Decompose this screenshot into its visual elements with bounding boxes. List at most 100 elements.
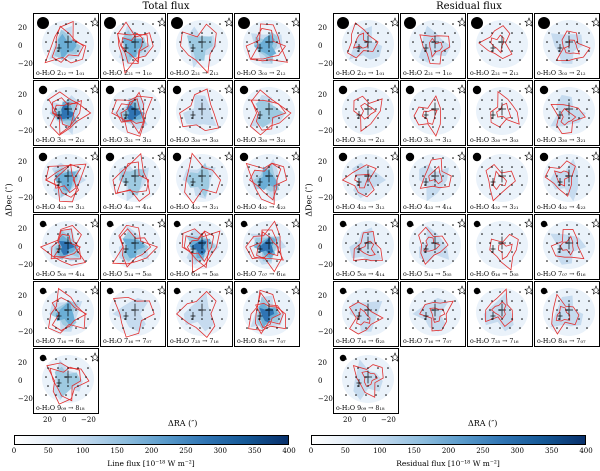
x-tick-label: 20 <box>343 416 352 424</box>
colorbar-tick: 50 <box>340 447 350 455</box>
panel-label: o-H₂O 5₁₄ → 5₀₅ <box>103 270 152 278</box>
y-tick-label: 0 <box>18 243 23 251</box>
title-residual-flux: Residual flux <box>436 1 502 12</box>
panel-label: o-H₂O 3₃₀ → 3₀₃ <box>470 136 519 144</box>
map-panel: o-H₂O 2₂₁ → 1₁₀ <box>100 13 166 79</box>
y-tick-label: −20 <box>318 127 333 135</box>
panel-label: o-H₂O 3₃₀ → 3₂₁ <box>537 136 586 144</box>
map-panel: o-H₂O 3₀₃ → 2₁₂ <box>534 13 600 79</box>
map-panel: o-H₂O 4₂₃ → 3₁₂ <box>333 147 399 213</box>
colorbar-tick: 350 <box>544 447 559 455</box>
panel-label: o-H₂O 7₁₆ → 6₂₅ <box>36 337 85 345</box>
y-tick-label: 0 <box>18 176 23 184</box>
y-tick-label: −20 <box>318 194 333 202</box>
panel-label: o-H₂O 3₂₁ → 3₁₂ <box>403 136 452 144</box>
map-panel: o-H₂O 2₂₁ → 2₁₂ <box>467 13 533 79</box>
map-panel: o-H₂O 4₃₂ → 3₂₁ <box>167 147 233 213</box>
panel-label: o-H₂O 3₂₁ → 2₁₂ <box>36 136 85 144</box>
panel-label: o-H₂O 7₁₆ → 7₀₇ <box>103 337 152 345</box>
map-panel: o-H₂O 9₀₉ → 8₁₈ <box>33 348 99 414</box>
map-panel: o-H₂O 7₀₇ → 6₁₆ <box>534 214 600 280</box>
panel-label: o-H₂O 4₃₂ → 3₂₁ <box>470 203 519 211</box>
colorbar-line-flux <box>14 435 289 445</box>
x-tick-label: −20 <box>81 416 96 424</box>
panel-label: o-H₂O 6₁₆ → 5₀₅ <box>170 270 219 278</box>
panel-label: o-H₂O 3₀₃ → 2₁₂ <box>537 69 586 77</box>
y-tick-label: −20 <box>18 328 33 336</box>
panel-label: o-H₂O 7₁₆ → 7₀₇ <box>403 337 452 345</box>
y-tick-label: 20 <box>18 359 27 367</box>
panel-label: o-H₂O 3₃₀ → 3₂₁ <box>237 136 286 144</box>
colorbar-label-right: Residual flux [10⁻¹⁸ W m⁻²] <box>396 459 500 468</box>
y-tick-label: 20 <box>18 225 27 233</box>
map-panel: o-H₂O 5₀₅ → 4₁₄ <box>333 214 399 280</box>
colorbar-tick: 400 <box>282 447 296 455</box>
panel-label: o-H₂O 2₁₂ → 1₀₁ <box>36 69 85 77</box>
y-tick-label: 0 <box>318 377 323 385</box>
y-tick-label: −20 <box>318 328 333 336</box>
map-panel: o-H₂O 3₂₁ → 2₁₂ <box>333 80 399 146</box>
panel-label: o-H₂O 4₂₃ → 3₁₂ <box>336 203 385 211</box>
map-panel: o-H₂O 4₂₃ → 4₁₄ <box>100 147 166 213</box>
colorbar-tick: 150 <box>407 447 421 455</box>
colorbar-tick: 350 <box>247 447 262 455</box>
y-tick-label: 20 <box>318 91 327 99</box>
map-panel: o-H₂O 4₃₂ → 3₂₁ <box>467 147 533 213</box>
y-tick-label: −20 <box>18 194 33 202</box>
panel-label: o-H₂O 3₂₁ → 2₁₂ <box>336 136 385 144</box>
y-tick-label: 0 <box>318 109 323 117</box>
map-panel: o-H₂O 2₁₂ → 1₀₁ <box>33 13 99 79</box>
y-tick-label: 0 <box>18 377 23 385</box>
panel-label: o-H₂O 9₀₉ → 8₁₈ <box>336 404 385 412</box>
map-panel: o-H₂O 2₂₁ → 2₁₂ <box>167 13 233 79</box>
map-panel: o-H₂O 6₁₆ → 5₀₅ <box>167 214 233 280</box>
colorbar-tick: 250 <box>179 447 193 455</box>
panel-label: o-H₂O 2₁₂ → 1₀₁ <box>336 69 385 77</box>
panel-label: o-H₂O 2₂₁ → 2₁₂ <box>170 69 219 77</box>
map-panel: o-H₂O 5₁₄ → 5₀₅ <box>100 214 166 280</box>
colorbar-residual-flux <box>311 435 586 445</box>
map-panel: o-H₂O 3₃₀ → 3₂₁ <box>234 80 300 146</box>
x-axis-label: ΔRA (″) <box>168 419 198 428</box>
map-panel: o-H₂O 4₃₂ → 4₂₃ <box>234 147 300 213</box>
panel-label: o-H₂O 9₀₉ → 8₁₈ <box>36 404 85 412</box>
panel-label: o-H₂O 8₁₈ → 7₀₇ <box>237 337 286 345</box>
panel-label: o-H₂O 5₀₅ → 4₁₄ <box>36 270 85 278</box>
map-panel: o-H₂O 2₂₁ → 1₁₀ <box>400 13 466 79</box>
y-tick-label: 20 <box>318 359 327 367</box>
map-panel: o-H₂O 7₁₆ → 7₀₇ <box>100 281 166 347</box>
map-panel: o-H₂O 5₀₅ → 4₁₄ <box>33 214 99 280</box>
y-tick-label: 0 <box>18 42 23 50</box>
x-tick-label: 20 <box>43 416 52 424</box>
map-panel: o-H₂O 4₂₃ → 3₁₂ <box>33 147 99 213</box>
colorbar-tick: 100 <box>76 447 90 455</box>
colorbar-tick: 150 <box>110 447 124 455</box>
panel-label: o-H₂O 5₀₅ → 4₁₄ <box>336 270 385 278</box>
y-tick-label: −20 <box>18 127 33 135</box>
y-tick-label: 0 <box>318 310 323 318</box>
panel-label: o-H₂O 7₁₆ → 6₂₅ <box>336 337 385 345</box>
panel-label: o-H₂O 2₂₁ → 1₁₀ <box>103 69 152 77</box>
panel-label: o-H₂O 6₁₆ → 5₀₅ <box>470 270 519 278</box>
y-tick-label: −20 <box>318 261 333 269</box>
map-panel: o-H₂O 7₁₆ → 6₂₅ <box>333 281 399 347</box>
panel-label: o-H₂O 4₃₂ → 4₂₃ <box>537 203 586 211</box>
x-axis-label: ΔRA (″) <box>468 419 498 428</box>
x-tick-label: −20 <box>381 416 396 424</box>
y-tick-label: −20 <box>18 60 33 68</box>
map-panel: o-H₂O 9₀₉ → 8₁₈ <box>333 348 399 414</box>
y-axis-label: ΔDec (″) <box>304 183 314 217</box>
y-tick-label: 20 <box>318 292 327 300</box>
map-panel: o-H₂O 7₁₆ → 6₂₅ <box>33 281 99 347</box>
map-panel: o-H₂O 4₂₃ → 4₁₄ <box>400 147 466 213</box>
map-panel: o-H₂O 3₂₁ → 3₁₂ <box>100 80 166 146</box>
map-panel: o-H₂O 8₁₈ → 7₀₇ <box>234 281 300 347</box>
map-panel: o-H₂O 7₀₇ → 6₁₆ <box>234 214 300 280</box>
colorbar-tick: 300 <box>510 447 524 455</box>
colorbar-tick: 400 <box>579 447 593 455</box>
map-panel: o-H₂O 5₁₄ → 5₀₅ <box>400 214 466 280</box>
y-tick-label: 0 <box>318 42 323 50</box>
y-tick-label: 0 <box>318 176 323 184</box>
y-axis-label: ΔDec (″) <box>4 183 14 217</box>
panel-label: o-H₂O 4₃₂ → 4₂₃ <box>237 203 286 211</box>
